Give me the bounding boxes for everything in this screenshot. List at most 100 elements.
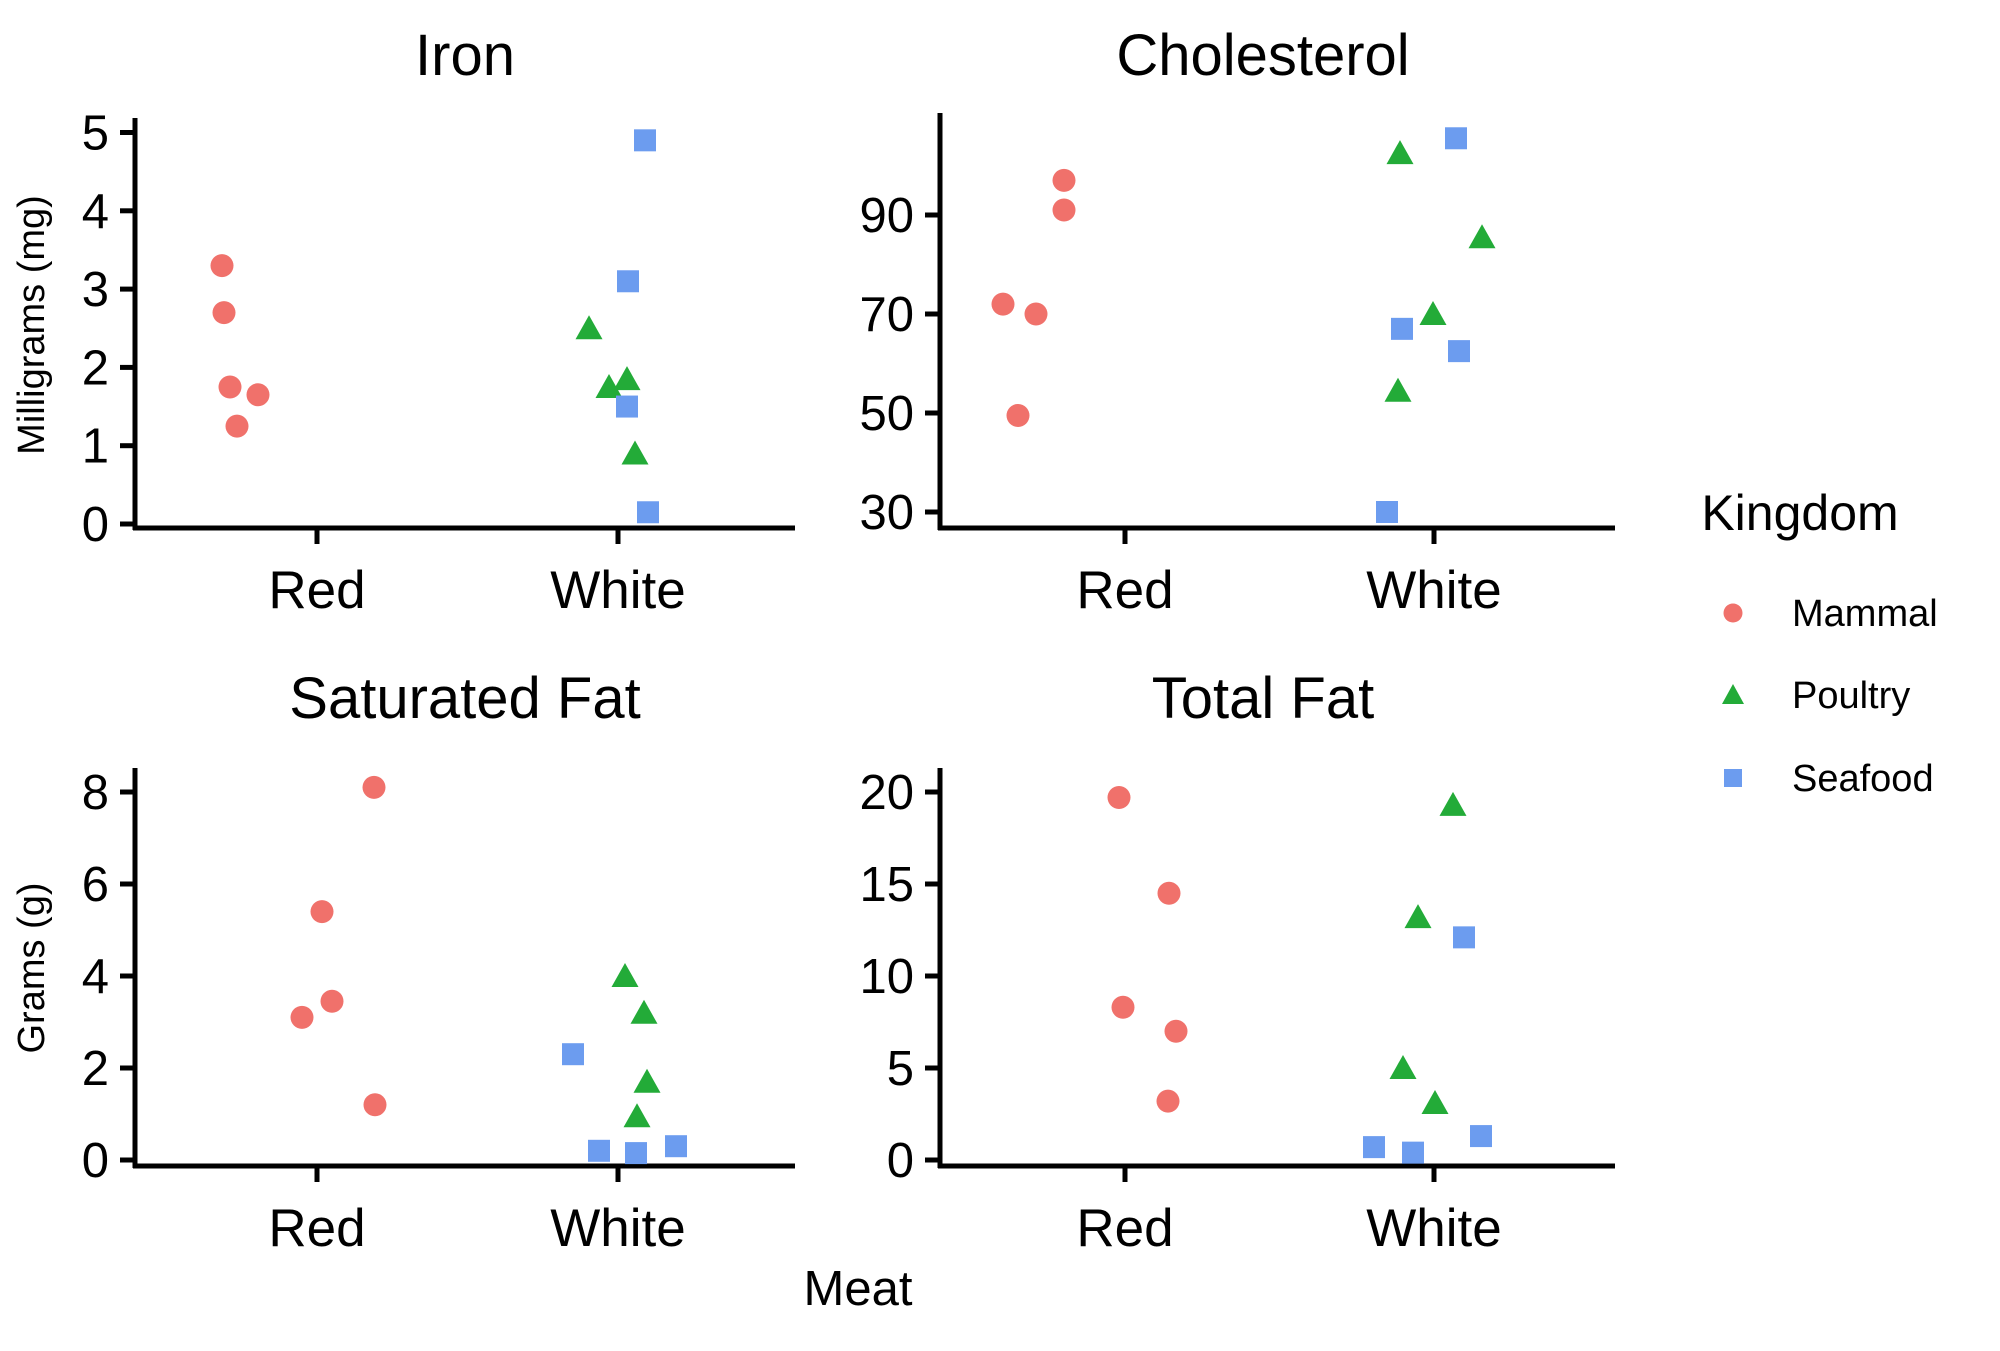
data-point-triangle-poultry bbox=[613, 366, 641, 391]
y-tick-label: 5 bbox=[887, 1042, 914, 1096]
data-point-circle-mammal bbox=[1156, 1089, 1180, 1113]
data-point-circle-mammal bbox=[225, 414, 249, 438]
points-iron bbox=[210, 129, 659, 524]
y-tick-label: 90 bbox=[859, 189, 914, 243]
data-point-circle-mammal bbox=[362, 775, 386, 799]
data-point-triangle-poultry bbox=[1468, 224, 1496, 249]
points-cholesterol bbox=[991, 127, 1496, 523]
y-ticks-iron: 0 1 2 3 4 5 bbox=[82, 107, 135, 552]
data-point-square-seafood bbox=[665, 1135, 687, 1158]
data-point-square-seafood bbox=[1445, 127, 1467, 150]
data-point-triangle-poultry bbox=[621, 440, 649, 465]
legend-item-poultry: Poultry bbox=[1722, 675, 1910, 717]
y-tick-label: 70 bbox=[859, 288, 914, 342]
data-point-triangle-poultry bbox=[1421, 1089, 1449, 1114]
legend-item-mammal: Mammal bbox=[1723, 593, 1938, 635]
x-category-label: Red bbox=[1076, 1199, 1173, 1258]
panel-cholesterol: Cholesterol 30 50 70 90 Red White bbox=[859, 23, 1615, 620]
y-tick-label: 50 bbox=[859, 387, 914, 441]
y-axis-label-grams: Grams (g) bbox=[11, 883, 53, 1054]
data-point-circle-mammal bbox=[1157, 881, 1181, 905]
y-tick-label: 0 bbox=[82, 498, 109, 552]
x-category-label: White bbox=[550, 561, 685, 620]
data-point-square-seafood bbox=[562, 1043, 584, 1066]
panel-title-iron: Iron bbox=[415, 23, 515, 88]
data-point-circle-mammal bbox=[1052, 198, 1076, 222]
data-point-square-seafood bbox=[588, 1139, 610, 1162]
legend-title: Kingdom bbox=[1701, 485, 1898, 541]
data-point-circle-mammal bbox=[363, 1093, 387, 1117]
poultry-triangle-icon bbox=[1722, 684, 1744, 704]
y-tick-label: 30 bbox=[859, 486, 914, 540]
data-point-triangle-poultry bbox=[1439, 791, 1467, 816]
x-category-label: White bbox=[550, 1199, 685, 1258]
y-tick-label: 8 bbox=[82, 766, 109, 820]
y-tick-label: 10 bbox=[859, 950, 914, 1004]
data-point-square-seafood bbox=[625, 1142, 647, 1165]
data-point-circle-mammal bbox=[290, 1005, 314, 1029]
panel-saturated-fat: Saturated Fat Grams (g) 0 2 4 6 8 Red White bbox=[11, 666, 795, 1258]
legend-kingdom: Kingdom Mammal Poultry Seafood bbox=[1701, 485, 1937, 800]
data-point-square-seafood bbox=[1470, 1125, 1492, 1148]
x-ticks-total-fat: Red White bbox=[1076, 1166, 1502, 1258]
data-point-circle-mammal bbox=[1111, 995, 1135, 1019]
data-point-square-seafood bbox=[1391, 317, 1413, 340]
y-tick-label: 2 bbox=[82, 341, 109, 395]
y-ticks-total-fat: 0 5 10 15 20 bbox=[859, 766, 940, 1188]
data-point-square-seafood bbox=[1363, 1136, 1385, 1159]
data-point-triangle-poultry bbox=[623, 1103, 651, 1128]
x-category-label: Red bbox=[268, 1199, 365, 1258]
data-point-square-seafood bbox=[1448, 340, 1470, 363]
data-point-circle-mammal bbox=[310, 900, 334, 924]
legend-item-seafood: Seafood bbox=[1724, 758, 1934, 800]
data-point-circle-mammal bbox=[246, 383, 270, 407]
x-ticks-saturated-fat: Red White bbox=[268, 1166, 686, 1258]
y-ticks-saturated-fat: 0 2 4 6 8 bbox=[82, 766, 135, 1188]
y-tick-label: 15 bbox=[859, 858, 914, 912]
x-ticks-iron: Red White bbox=[268, 528, 686, 620]
y-tick-label: 0 bbox=[82, 1134, 109, 1188]
data-point-triangle-poultry bbox=[1384, 377, 1412, 402]
data-point-circle-mammal bbox=[210, 254, 234, 278]
legend-item-label: Seafood bbox=[1792, 758, 1934, 800]
legend-item-label: Mammal bbox=[1792, 593, 1938, 635]
data-point-circle-mammal bbox=[991, 292, 1015, 316]
data-point-circle-mammal bbox=[1052, 168, 1076, 192]
data-point-square-seafood bbox=[616, 395, 638, 418]
data-point-triangle-poultry bbox=[1389, 1055, 1417, 1079]
y-tick-label: 2 bbox=[82, 1042, 109, 1096]
data-point-triangle-poultry bbox=[630, 999, 658, 1024]
data-point-triangle-poultry bbox=[595, 373, 623, 398]
data-point-circle-mammal bbox=[320, 989, 344, 1013]
y-tick-label: 20 bbox=[859, 766, 914, 820]
y-tick-label: 5 bbox=[82, 107, 109, 161]
x-category-label: White bbox=[1366, 561, 1501, 620]
data-point-triangle-poultry bbox=[633, 1068, 661, 1093]
data-point-circle-mammal bbox=[1024, 302, 1048, 326]
panel-iron: Iron Milligrams (mg) 0 1 2 3 4 5 Red White bbox=[11, 23, 795, 620]
data-point-triangle-poultry bbox=[1419, 301, 1447, 325]
data-point-circle-mammal bbox=[1006, 403, 1030, 427]
legend-item-label: Poultry bbox=[1792, 675, 1910, 717]
panel-title-total-fat: Total Fat bbox=[1152, 666, 1374, 731]
y-tick-label: 4 bbox=[82, 950, 109, 1004]
data-point-triangle-poultry bbox=[611, 963, 639, 987]
panel-title-cholesterol: Cholesterol bbox=[1116, 23, 1409, 88]
points-saturated-fat bbox=[290, 775, 687, 1165]
x-category-label: Red bbox=[268, 561, 365, 620]
x-category-label: White bbox=[1366, 1199, 1501, 1258]
x-category-label: Red bbox=[1076, 561, 1173, 620]
data-point-square-seafood bbox=[617, 270, 639, 293]
data-point-square-seafood bbox=[1376, 501, 1398, 523]
mammal-circle-icon bbox=[1723, 603, 1743, 623]
data-point-triangle-poultry bbox=[1386, 140, 1414, 165]
y-tick-label: 1 bbox=[82, 420, 109, 474]
y-tick-label: 6 bbox=[82, 858, 109, 912]
data-point-square-seafood bbox=[637, 501, 659, 524]
y-ticks-cholesterol: 30 50 70 90 bbox=[859, 189, 940, 540]
points-total-fat bbox=[1107, 786, 1492, 1164]
panel-total-fat: Total Fat 0 5 10 15 20 Red White bbox=[859, 666, 1615, 1258]
data-point-circle-mammal bbox=[218, 375, 242, 399]
